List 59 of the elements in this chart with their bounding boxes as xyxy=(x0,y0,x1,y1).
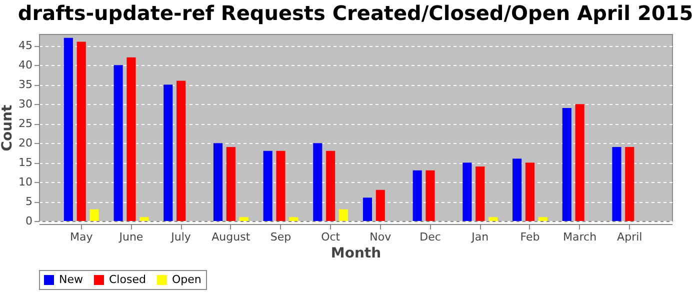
x-tick-label: April xyxy=(617,230,642,244)
bar xyxy=(226,146,236,221)
y-tick-label: 0 xyxy=(26,214,32,228)
y-tick-label: 30 xyxy=(18,98,32,111)
bar xyxy=(326,150,336,221)
bar xyxy=(512,158,522,221)
x-tick-label: Dec xyxy=(420,230,441,244)
y-tick-label: 35 xyxy=(18,78,32,92)
bar xyxy=(538,217,548,221)
bar xyxy=(612,146,622,221)
y-axis-title: Count xyxy=(0,104,16,152)
x-tick-label: August xyxy=(212,230,251,244)
y-tick-label: 15 xyxy=(18,156,32,170)
bar xyxy=(313,143,322,221)
bar xyxy=(525,162,534,221)
bar xyxy=(164,84,173,221)
x-tick-label: July xyxy=(170,230,192,244)
bar xyxy=(76,42,86,221)
bar xyxy=(90,209,99,221)
x-tick-label: June xyxy=(118,230,144,244)
x-tick-label: Jan xyxy=(470,230,489,244)
x-tick-label: March xyxy=(563,230,597,244)
y-tick-label: 10 xyxy=(18,176,32,189)
chart-title: drafts-update-ref Requests Created/Closed/Open April 2015 xyxy=(18,1,694,25)
bar xyxy=(176,80,186,221)
bar xyxy=(239,217,248,221)
bar xyxy=(412,170,422,221)
x-tick-label: Feb xyxy=(520,230,540,244)
x-axis-title: Month xyxy=(330,246,382,262)
legend-label: Closed xyxy=(109,273,146,286)
bar xyxy=(263,150,272,221)
bar xyxy=(362,198,372,221)
bar xyxy=(488,217,498,221)
bar xyxy=(476,166,485,221)
y-tick-label: 45 xyxy=(18,39,32,52)
bar xyxy=(625,146,634,221)
x-tick-label: Oct xyxy=(321,230,341,244)
bar xyxy=(64,38,73,221)
legend-label: Open xyxy=(172,273,202,286)
bar xyxy=(338,209,348,221)
bar xyxy=(126,57,136,221)
x-tick-label: Nov xyxy=(370,230,392,244)
bar xyxy=(575,104,584,221)
x-tick-label: May xyxy=(70,230,94,244)
bar xyxy=(426,170,435,221)
legend-label: New xyxy=(59,273,83,286)
y-tick-label: 25 xyxy=(18,117,32,130)
bar xyxy=(114,65,123,221)
bar xyxy=(140,217,149,221)
y-tick-label: 20 xyxy=(18,136,32,150)
bar xyxy=(276,150,286,221)
y-tick-label: 40 xyxy=(18,58,32,72)
y-tick-label: 5 xyxy=(26,195,32,208)
bar xyxy=(213,143,222,221)
bar xyxy=(289,217,298,221)
bar xyxy=(376,190,385,221)
x-tick-label: Sep xyxy=(270,230,292,244)
bar xyxy=(462,162,472,221)
bar xyxy=(562,108,572,221)
